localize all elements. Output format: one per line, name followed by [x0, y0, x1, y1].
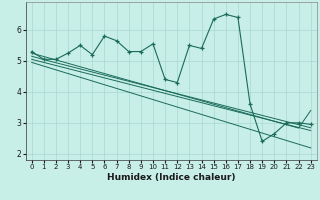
- X-axis label: Humidex (Indice chaleur): Humidex (Indice chaleur): [107, 173, 236, 182]
